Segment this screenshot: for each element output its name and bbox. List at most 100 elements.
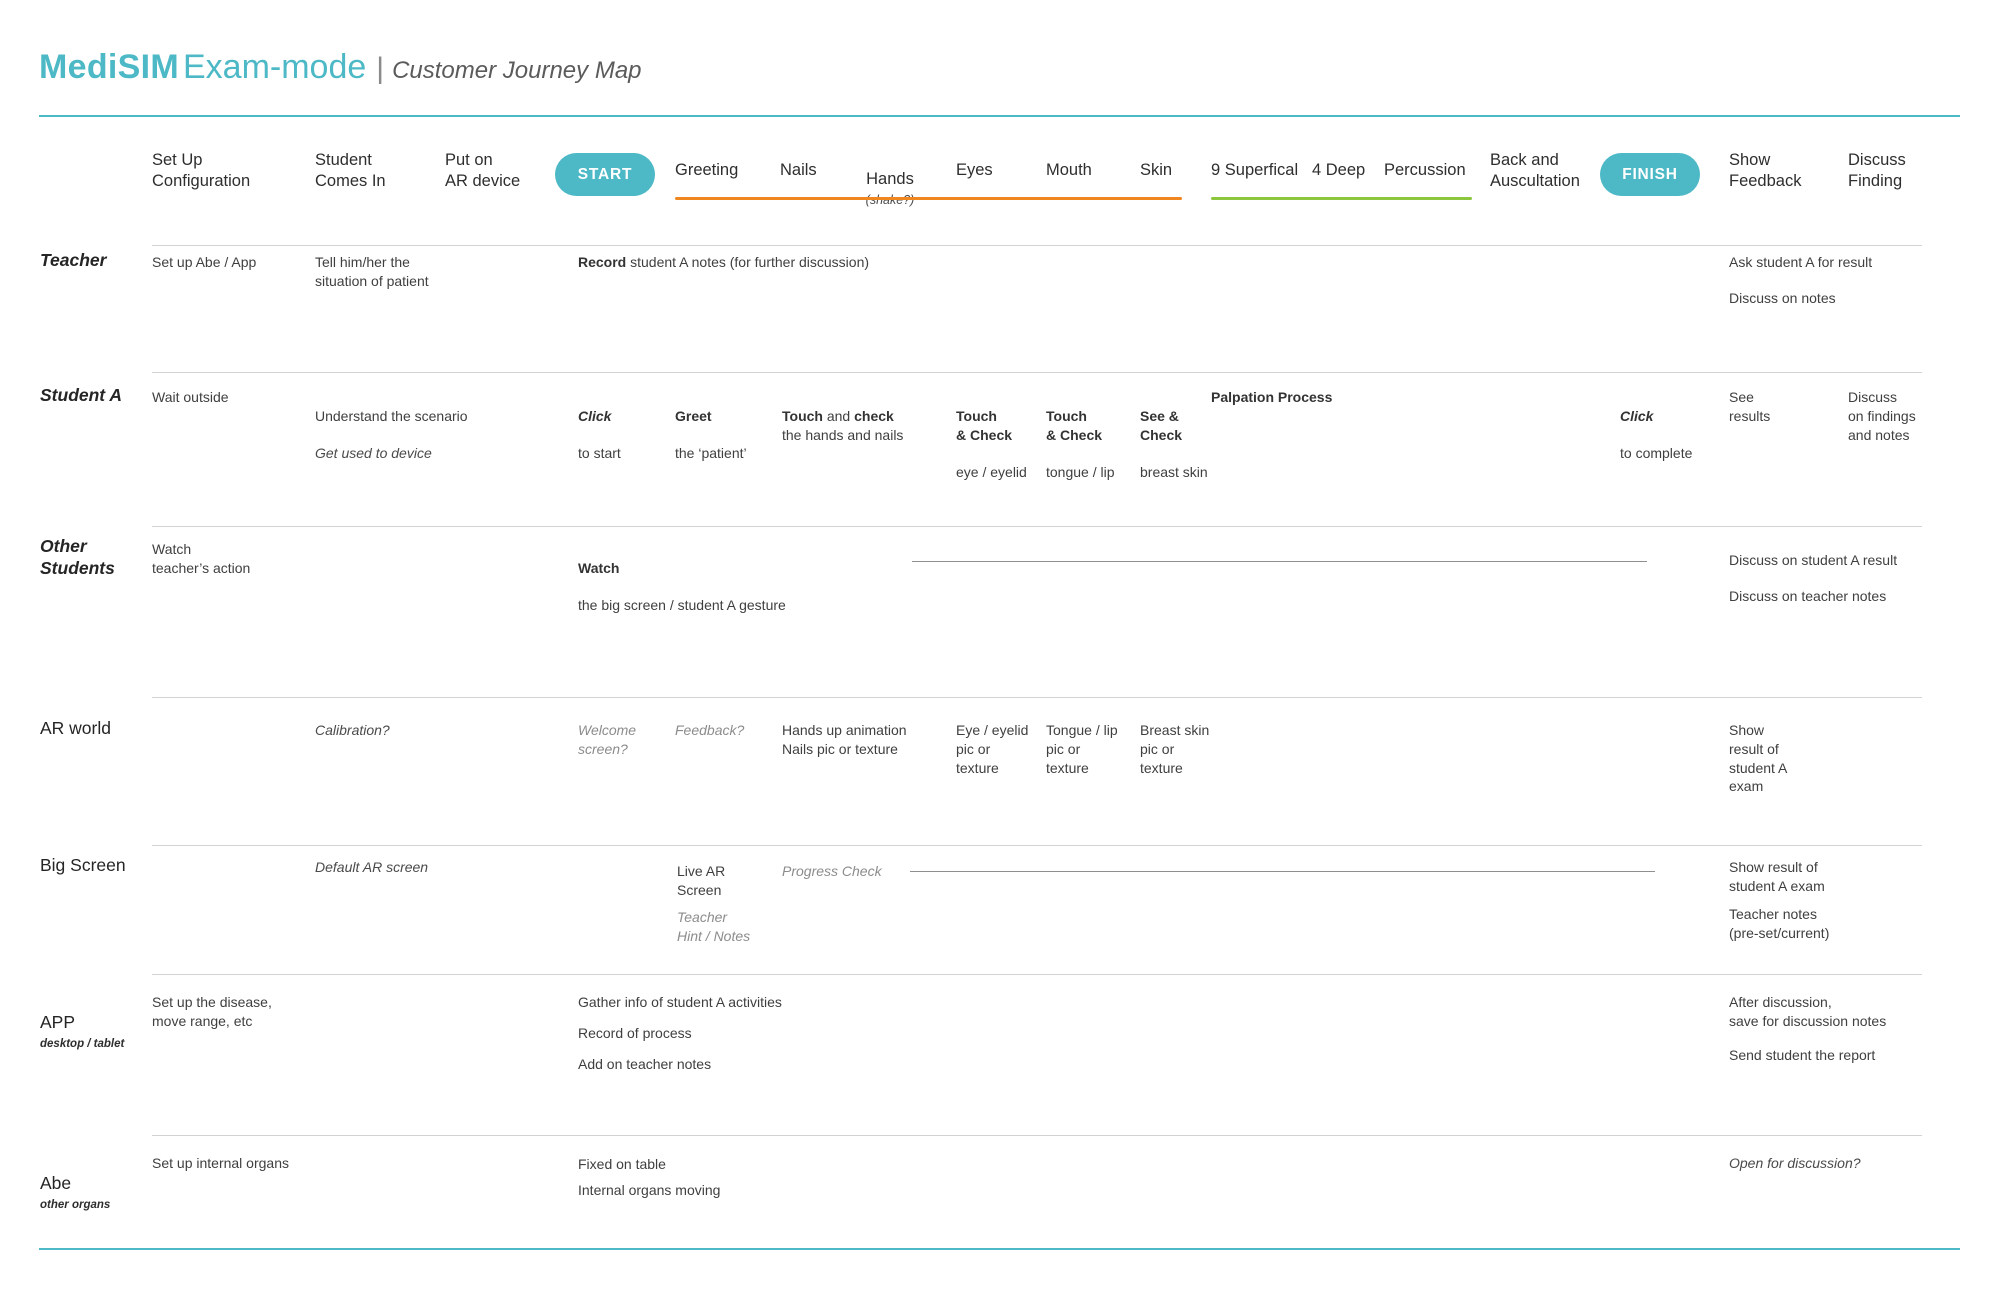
row-separator — [152, 245, 1922, 246]
stage-9-superficial: 9 Superfical — [1211, 161, 1299, 179]
page-title: MediSIM Exam-mode | Customer Journey Map — [39, 48, 642, 87]
teacher-record-rest: student A notes (for further discussion) — [626, 254, 870, 270]
header-rule — [39, 115, 1960, 117]
student-a-eyes-bold: Touch & Check — [956, 407, 1013, 443]
row-label-app-sub: desktop / tablet — [40, 1037, 125, 1050]
stage-skin: Skin — [1140, 161, 1173, 179]
row-label-big-screen: Big Screen — [40, 855, 126, 875]
student-a-click-finish-rest: to complete — [1620, 445, 1693, 462]
ar-world-eyes-note: Eye / eyelid pic or texture — [956, 722, 1029, 776]
stage-show-feedback: Show Feedback — [1729, 151, 1802, 191]
stage-eyes: Eyes — [956, 161, 993, 179]
abe-moving-note: Internal organs moving — [578, 1182, 721, 1198]
stage-put-on-ar-device: Put on AR device — [445, 151, 521, 191]
other-students-setup-note: Watch teacher’s action — [152, 541, 251, 576]
student-a-greet-bold: Greet — [675, 407, 712, 424]
row-separator — [152, 372, 1922, 373]
student-a-touch-hands-note: Touch and check the hands and nails — [782, 388, 903, 463]
student-a-discuss-note: Discuss on findings and notes — [1848, 389, 1916, 443]
app-feedback-note-1: After discussion, save for discussion no… — [1729, 994, 1887, 1029]
stage-nails: Nails — [780, 161, 817, 179]
stage-percussion: Percussion — [1384, 161, 1466, 179]
big-screen-default-note: Default AR screen — [315, 859, 429, 875]
teacher-record-bold: Record — [578, 254, 627, 270]
other-students-watch-rest: the big screen / student A gesture — [578, 597, 786, 614]
exam-stages-underline-orange — [675, 197, 1182, 200]
ar-world-feedback-question: Feedback? — [675, 722, 745, 738]
row-label-app: APP desktop / tablet — [40, 990, 124, 1073]
app-teacher-notes-note: Add on teacher notes — [578, 1056, 712, 1072]
big-screen-live-note: Live AR Screen — [677, 863, 726, 898]
row-label-abe: Abe other organs — [40, 1151, 110, 1234]
stage-4-deep: 4 Deep — [1312, 161, 1366, 179]
student-a-eyes-note: Touch & Check eye / eyelid — [956, 388, 1027, 501]
teacher-record-note: Record student A notes (for further disc… — [578, 253, 869, 272]
student-a-comes-in-line1: Understand the scenario — [315, 407, 468, 424]
palpation-stages-underline-green — [1211, 197, 1472, 200]
other-students-feedback-note-2: Discuss on teacher notes — [1729, 588, 1887, 604]
teacher-comes-in-note: Tell him/her the situation of patient — [315, 254, 429, 289]
row-separator — [152, 1135, 1922, 1136]
app-gather-note: Gather info of student A activities — [578, 994, 782, 1010]
stage-hands-sub: (shake?) — [848, 192, 932, 208]
row-label-student-a: Student A — [40, 385, 122, 405]
row-label-app-text: APP — [40, 1011, 76, 1032]
student-a-touch-bold1: Touch — [782, 407, 823, 424]
row-label-ar-world: AR world — [40, 718, 111, 738]
finish-button[interactable]: FINISH — [1600, 153, 1700, 196]
other-students-watch-bold: Watch — [578, 559, 620, 576]
teacher-setup-note: Set up Abe / App — [152, 254, 257, 270]
abe-discussion-question: Open for discussion? — [1729, 1155, 1861, 1171]
stage-greeting: Greeting — [675, 161, 739, 179]
student-a-click-start-note: Click to start — [578, 388, 621, 482]
row-label-teacher: Teacher — [40, 250, 107, 270]
mode-label: Exam-mode — [183, 48, 367, 86]
stage-setup-configuration: Set Up Configuration — [152, 151, 251, 191]
big-screen-span-line — [910, 871, 1655, 872]
student-a-palpation-note: Palpation Process — [1211, 388, 1332, 407]
row-label-abe-sub: other organs — [40, 1198, 111, 1211]
app-record-note: Record of process — [578, 1025, 692, 1041]
row-label-other-students: Other Students — [40, 536, 115, 578]
stage-hands-label: Hands — [866, 170, 914, 189]
app-setup-note: Set up the disease, move range, etc — [152, 994, 272, 1029]
stage-back-and-auscultation: Back and Auscultation — [1490, 151, 1580, 191]
student-a-greet-rest: the ‘patient’ — [675, 445, 747, 462]
student-a-touch-mid: and — [822, 407, 855, 424]
student-a-mouth-bold: Touch & Check — [1046, 407, 1103, 443]
student-a-touch-bold2: check — [854, 407, 894, 424]
other-students-watch-note: Watch the big screen / student A gesture — [578, 540, 786, 634]
student-a-comes-in-note: Understand the scenario Get used to devi… — [315, 388, 468, 482]
student-a-eyes-rest: eye / eyelid — [956, 464, 1027, 480]
stage-hands: Hands (shake?) — [848, 148, 932, 230]
student-a-skin-bold: See & Check — [1140, 407, 1183, 443]
row-separator — [152, 697, 1922, 698]
row-separator — [152, 974, 1922, 975]
abe-fixed-note: Fixed on table — [578, 1156, 666, 1172]
teacher-feedback-note-1: Ask student A for result — [1729, 254, 1873, 270]
student-a-touch-rest: the hands and nails — [782, 426, 904, 443]
page-subtitle: Customer Journey Map — [392, 57, 642, 84]
stage-mouth: Mouth — [1046, 161, 1092, 179]
student-a-click-finish-bold: Click — [1620, 407, 1654, 424]
row-separator — [152, 526, 1922, 527]
teacher-feedback-note-2: Discuss on notes — [1729, 290, 1836, 306]
stage-discuss-finding: Discuss Finding — [1848, 151, 1906, 191]
student-a-feedback-note: See results — [1729, 389, 1771, 424]
footer-rule — [39, 1248, 1960, 1250]
big-screen-result-note: Show result of student A exam — [1729, 859, 1825, 894]
stage-student-comes-in: Student Comes In — [315, 151, 386, 191]
ar-world-mouth-note: Tongue / lip pic or texture — [1046, 722, 1118, 776]
other-students-feedback-note-1: Discuss on student A result — [1729, 552, 1898, 568]
student-a-setup-note: Wait outside — [152, 389, 229, 405]
student-a-palpation-bold: Palpation Process — [1211, 389, 1333, 405]
start-button[interactable]: START — [555, 153, 655, 196]
student-a-click-start-rest: to start — [578, 445, 621, 462]
ar-world-result-note: Show result of student A exam — [1729, 722, 1788, 795]
big-screen-hint-note: Teacher Hint / Notes — [677, 909, 751, 944]
title-divider: | — [376, 52, 385, 85]
row-label-abe-text: Abe — [40, 1172, 72, 1193]
ar-world-welcome-note: Welcome screen? — [578, 722, 637, 757]
student-a-skin-rest: breast skin — [1140, 464, 1208, 480]
